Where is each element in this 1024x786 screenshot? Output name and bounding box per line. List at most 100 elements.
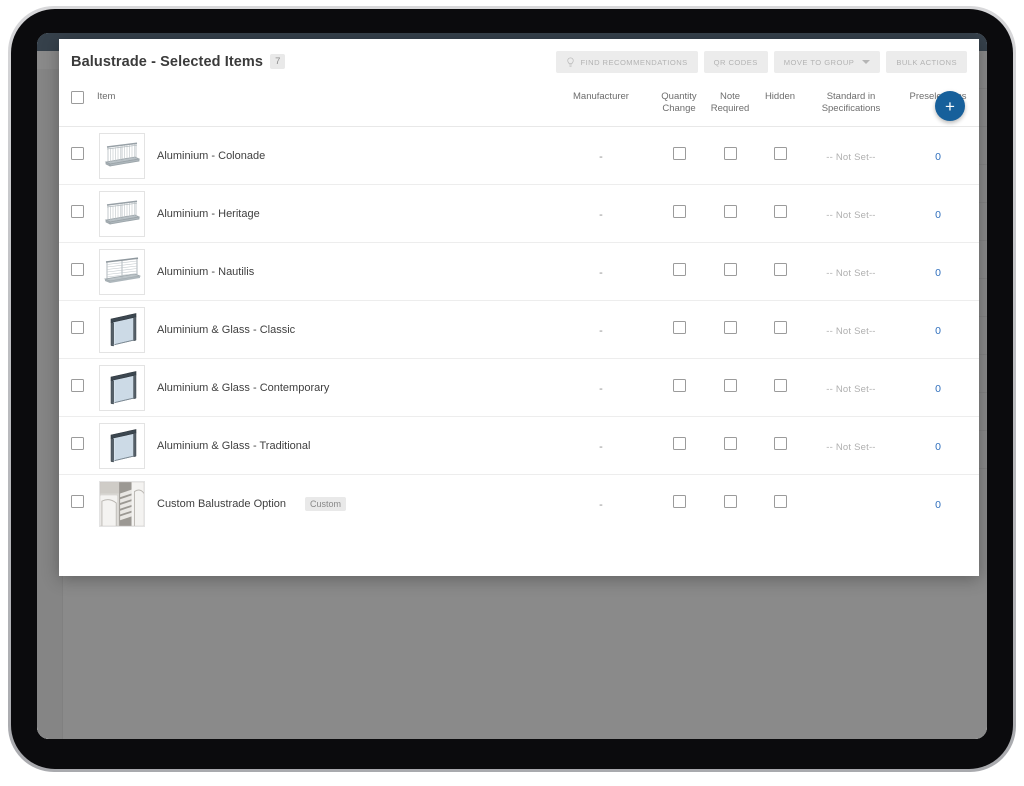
preselections-count[interactable]: 0: [935, 440, 941, 453]
note-required-checkbox[interactable]: [723, 262, 737, 276]
row-select-cell: [59, 416, 97, 476]
row-select-cell: [59, 358, 97, 418]
find-recommendations-button[interactable]: FIND RECOMMENDATIONS: [556, 51, 698, 73]
header-item[interactable]: Item: [97, 85, 549, 128]
item-name: Aluminium & Glass - Contemporary: [157, 381, 330, 394]
quantity-change-checkbox[interactable]: [672, 436, 686, 450]
note-required-checkbox[interactable]: [723, 146, 737, 160]
table-row[interactable]: Aluminium & Glass - Traditional - -- Not…: [59, 416, 979, 476]
standard-in-specifications-value: -- Not Set--: [826, 209, 876, 221]
add-item-button[interactable]: +: [935, 91, 965, 121]
item-thumbnail[interactable]: [99, 364, 145, 411]
hidden-checkbox[interactable]: [773, 494, 787, 508]
row-preselections-cell: 0: [897, 184, 979, 244]
hidden-checkbox[interactable]: [773, 436, 787, 450]
thumbnail-glass-panel: [110, 370, 137, 404]
row-standard-cell[interactable]: [805, 475, 897, 533]
row-manufacturer-cell: -: [549, 242, 653, 302]
move-to-group-button[interactable]: MOVE TO GROUP: [773, 51, 881, 73]
row-select-checkbox[interactable]: [71, 320, 84, 334]
row-note-required-cell: [705, 184, 755, 244]
preselections-count[interactable]: 0: [935, 208, 941, 221]
preselections-count[interactable]: 0: [935, 266, 941, 279]
modal-header: Balustrade - Selected Items 7 FIND RECOMM…: [59, 39, 979, 85]
item-thumbnail[interactable]: [99, 422, 145, 469]
note-required-checkbox[interactable]: [723, 494, 737, 508]
standard-in-specifications-value: -- Not Set--: [826, 441, 876, 453]
item-name: Aluminium - Colonade: [157, 149, 266, 162]
row-standard-cell[interactable]: -- Not Set--: [805, 300, 897, 360]
note-required-checkbox[interactable]: [723, 436, 737, 450]
row-quantity-change-cell: [653, 358, 705, 418]
row-standard-cell[interactable]: -- Not Set--: [805, 416, 897, 476]
table-row[interactable]: Aluminium - Nautilis - -- Not Set-- 0: [59, 242, 979, 302]
row-item-cell: Aluminium & Glass - Classic: [97, 300, 549, 360]
standard-in-specifications-value: -- Not Set--: [826, 383, 876, 395]
header-standard-in-specifications[interactable]: Standard in Specifications: [805, 85, 897, 128]
row-select-checkbox[interactable]: [71, 436, 84, 450]
header-manufacturer[interactable]: Manufacturer: [549, 85, 653, 128]
header-hidden[interactable]: Hidden: [755, 85, 805, 128]
hidden-checkbox[interactable]: [773, 378, 787, 392]
item-thumbnail[interactable]: [99, 480, 145, 527]
row-item-cell: Aluminium & Glass - Traditional: [97, 416, 549, 476]
quantity-change-checkbox[interactable]: [672, 262, 686, 276]
quantity-change-checkbox[interactable]: [672, 494, 686, 508]
row-quantity-change-cell: [653, 475, 705, 533]
select-all-checkbox[interactable]: [71, 91, 84, 104]
row-standard-cell[interactable]: -- Not Set--: [805, 126, 897, 186]
item-thumbnail[interactable]: [99, 248, 145, 295]
page-title: Balustrade - Selected Items 7: [71, 54, 286, 70]
row-select-cell: [59, 475, 97, 533]
row-quantity-change-cell: [653, 184, 705, 244]
row-select-checkbox[interactable]: [71, 494, 84, 508]
thumbnail-balustrade-vertical-balusters: [104, 200, 141, 225]
row-standard-cell[interactable]: -- Not Set--: [805, 242, 897, 302]
table-row[interactable]: Aluminium - Colonade - -- Not Set-- 0: [59, 126, 979, 186]
row-standard-cell[interactable]: -- Not Set--: [805, 358, 897, 418]
preselections-count[interactable]: 0: [935, 382, 941, 395]
hidden-checkbox[interactable]: [773, 204, 787, 218]
table-row[interactable]: Aluminium & Glass - Contemporary - -- No…: [59, 358, 979, 418]
bulk-actions-button[interactable]: BULK ACTIONS: [886, 51, 967, 73]
quantity-change-checkbox[interactable]: [672, 204, 686, 218]
table-row[interactable]: Aluminium & Glass - Classic - -- Not Set…: [59, 300, 979, 360]
quantity-change-checkbox[interactable]: [672, 320, 686, 334]
row-select-cell: [59, 300, 97, 360]
item-thumbnail[interactable]: [99, 190, 145, 237]
hidden-checkbox[interactable]: [773, 146, 787, 160]
quantity-change-checkbox[interactable]: [672, 146, 686, 160]
row-item-cell: Aluminium & Glass - Contemporary: [97, 358, 549, 418]
item-name: Custom Balustrade Option: [157, 497, 287, 510]
preselections-count[interactable]: 0: [935, 150, 941, 163]
custom-badge: Custom: [305, 496, 347, 511]
preselections-count[interactable]: 0: [935, 498, 941, 511]
hidden-checkbox[interactable]: [773, 320, 787, 334]
note-required-checkbox[interactable]: [723, 320, 737, 334]
item-thumbnail[interactable]: [99, 132, 145, 179]
preselections-count[interactable]: 0: [935, 324, 941, 337]
table-header: Item Manufacturer Quantity Change Note R…: [59, 85, 979, 128]
table-row[interactable]: Aluminium - Heritage - -- Not Set-- 0: [59, 184, 979, 244]
header-note-required[interactable]: Note Required: [705, 85, 755, 128]
header-quantity-change[interactable]: Quantity Change: [653, 85, 705, 128]
row-hidden-cell: [755, 242, 805, 302]
row-select-checkbox[interactable]: [71, 146, 84, 160]
item-name: Aluminium - Heritage: [157, 207, 260, 220]
quantity-change-checkbox[interactable]: [672, 378, 686, 392]
row-select-checkbox[interactable]: [71, 262, 84, 276]
note-required-checkbox[interactable]: [723, 378, 737, 392]
row-standard-cell[interactable]: -- Not Set--: [805, 184, 897, 244]
table-row[interactable]: Custom Balustrade Option Custom - 0: [59, 475, 979, 533]
hidden-checkbox[interactable]: [773, 262, 787, 276]
row-select-checkbox[interactable]: [71, 378, 84, 392]
item-thumbnail[interactable]: [99, 306, 145, 353]
row-item-cell: Aluminium - Heritage: [97, 184, 549, 244]
row-select-checkbox[interactable]: [71, 204, 84, 218]
note-required-checkbox[interactable]: [723, 204, 737, 218]
row-item-cell: Aluminium - Colonade: [97, 126, 549, 186]
header-note-required-line2: Required: [710, 102, 750, 114]
qr-codes-button[interactable]: QR CODES: [703, 51, 768, 73]
items-table-container: Item Manufacturer Quantity Change Note R…: [59, 85, 979, 576]
